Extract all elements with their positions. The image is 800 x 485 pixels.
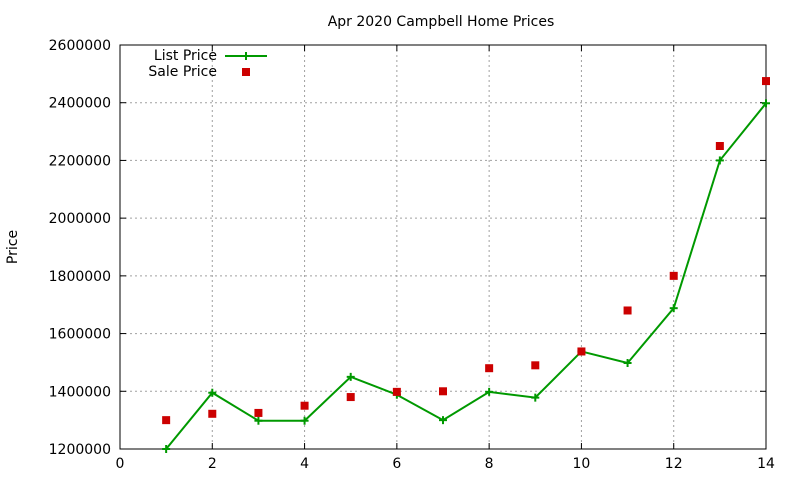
sale-price-point — [208, 409, 217, 418]
sale-price-point — [162, 416, 171, 425]
legend-label-sale-price: Sale Price — [148, 64, 217, 80]
data-series — [162, 77, 770, 453]
list-price-point — [300, 416, 309, 425]
x-tick-label: 10 — [573, 456, 591, 472]
sale-price-point — [254, 408, 263, 417]
y-tick-label: 2400000 — [49, 96, 111, 112]
sale-price-point — [439, 387, 447, 396]
y-tick-label: 2000000 — [49, 211, 111, 227]
x-tick-label: 14 — [757, 456, 775, 472]
legend-label-list-price: List Price — [154, 48, 217, 64]
sale-price-point — [392, 387, 401, 396]
chart-title: Apr 2020 Campbell Home Prices — [328, 14, 555, 30]
list-price-point — [531, 393, 540, 402]
sale-price-point — [715, 142, 724, 150]
list-price-point — [669, 304, 678, 313]
sale-price-point — [669, 271, 678, 280]
x-tick-label: 12 — [665, 456, 683, 472]
y-tick-label: 2200000 — [49, 153, 111, 169]
x-tick-label: 4 — [300, 456, 309, 472]
sale-price-point — [762, 77, 770, 86]
y-tick-label: 2600000 — [49, 38, 111, 54]
sale-price-point — [577, 347, 586, 356]
list-price-point — [715, 156, 724, 165]
sale-price-point — [531, 361, 540, 370]
legend-marker-sale-price — [242, 68, 250, 76]
list-price-point — [762, 99, 770, 108]
list-price-line — [165, 102, 767, 450]
sale-price-point — [346, 393, 355, 402]
sale-price-point — [623, 306, 632, 315]
sale-price-point — [485, 364, 494, 373]
x-tick-label: 8 — [485, 456, 494, 472]
list-price-point — [623, 359, 632, 368]
list-price-point — [208, 388, 217, 397]
x-tick-label: 0 — [116, 456, 125, 472]
list-price-point — [346, 372, 355, 381]
y-axis-label: Price — [5, 230, 21, 264]
y-tick-label: 1800000 — [49, 269, 111, 285]
x-tick-label: 6 — [392, 456, 401, 472]
axis-ticks: 0 2 4 6 8 10 12 14 1200000 1400000 1600000 1800000 2… — [49, 38, 775, 472]
y-tick-label: 1600000 — [49, 327, 111, 343]
x-tick-label: 2 — [208, 456, 217, 472]
list-price-point — [162, 445, 171, 453]
plot-area-border — [119, 44, 767, 450]
y-tick-label: 1400000 — [49, 384, 111, 400]
list-price-point — [254, 416, 263, 425]
list-price-point — [439, 416, 447, 425]
y-tick-label: 1200000 — [49, 442, 111, 458]
sale-price-point — [300, 401, 309, 410]
list-price-point — [485, 387, 494, 396]
grid — [120, 45, 766, 449]
